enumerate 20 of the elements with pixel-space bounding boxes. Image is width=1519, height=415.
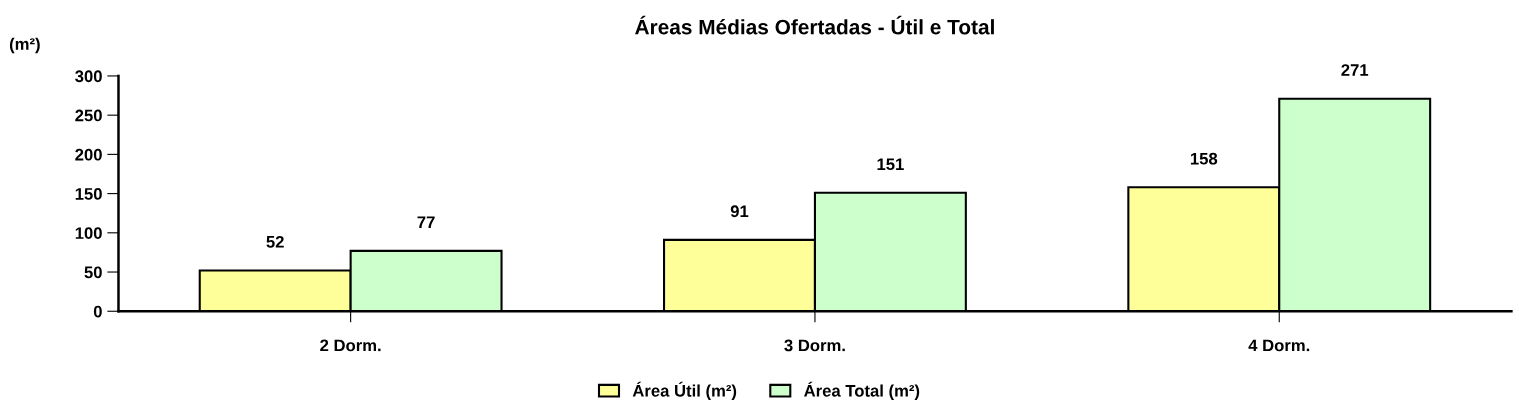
y-tick-label: 150 <box>75 188 102 200</box>
y-tick-label: 250 <box>75 109 102 122</box>
data-label: 77 <box>417 216 435 228</box>
x-tick-label: 3 Dorm. <box>784 339 845 352</box>
data-label: 271 <box>1341 64 1369 76</box>
data-label: 52 <box>266 235 284 248</box>
x-tick-label: 4 Dorm. <box>1248 339 1310 352</box>
data-label: 151 <box>877 158 904 171</box>
y-tick-label: 0 <box>93 305 102 318</box>
data-label: 91 <box>730 205 749 218</box>
legend-label: Área Total (m²) <box>804 381 920 400</box>
y-tick-label: 100 <box>75 227 102 240</box>
data-label: 158 <box>1190 152 1218 165</box>
legend-label: Área Útil (m²) <box>632 381 737 400</box>
chart-title: Áreas Médias Ofertadas - Útil e Total <box>635 15 994 35</box>
y-tick-label: 50 <box>84 266 102 279</box>
y-tick-label: 200 <box>75 148 102 161</box>
x-tick-label: 2 Dorm. <box>320 339 381 352</box>
y-tick-label: 300 <box>75 70 102 83</box>
y-axis-title: (m²) <box>9 37 40 54</box>
